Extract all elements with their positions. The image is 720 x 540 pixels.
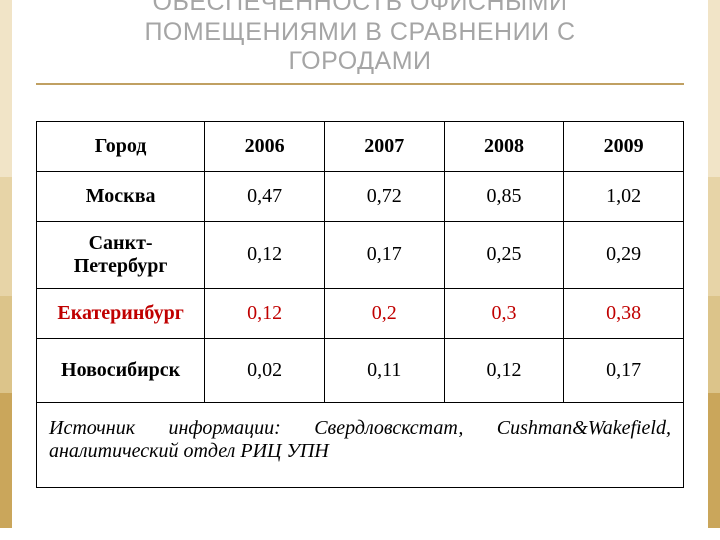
table-row: Екатеринбург0,120,20,30,38 <box>37 288 684 338</box>
city-cell: Екатеринбург <box>37 288 205 338</box>
table-row: Новосибирск0,020,110,120,17 <box>37 338 684 402</box>
right-stripe <box>708 0 720 528</box>
data-table: Город 2006 2007 2008 2009 Москва0,470,72… <box>36 121 684 488</box>
value-cell: 0,29 <box>564 221 684 288</box>
value-cell: 0,02 <box>205 338 325 402</box>
value-cell: 0,17 <box>324 221 444 288</box>
title-line: ОБЕСПЕЧЕННОСТЬ ОФИСНЫМИ <box>153 0 568 16</box>
stripe-seg <box>708 393 720 528</box>
value-cell: 0,11 <box>324 338 444 402</box>
value-cell: 0,72 <box>324 171 444 221</box>
city-cell: Санкт-Петербург <box>37 221 205 288</box>
stripe-seg <box>0 177 12 296</box>
value-cell: 0,3 <box>444 288 564 338</box>
table-header-row: Город 2006 2007 2008 2009 <box>37 121 684 171</box>
page-title: ОБЕСПЕЧЕННОСТЬ ОФИСНЫМИ ПОМЕЩЕНИЯМИ В СР… <box>0 0 720 77</box>
table-row: Москва0,470,720,851,02 <box>37 171 684 221</box>
title-line: ПОМЕЩЕНИЯМИ В СРАВНЕНИИ С <box>144 18 575 46</box>
city-cell: Москва <box>37 171 205 221</box>
data-table-wrap: Город 2006 2007 2008 2009 Москва0,470,72… <box>36 121 684 488</box>
city-cell: Новосибирск <box>37 338 205 402</box>
table-source-row: Источник информации: Свердловскстат, Cus… <box>37 402 684 487</box>
title-line: ГОРОДАМИ <box>288 47 431 75</box>
col-header: Город <box>37 121 205 171</box>
stripe-seg <box>0 393 12 528</box>
stripe-seg <box>0 0 12 177</box>
col-header: 2008 <box>444 121 564 171</box>
value-cell: 0,12 <box>205 288 325 338</box>
value-cell: 0,12 <box>444 338 564 402</box>
value-cell: 0,2 <box>324 288 444 338</box>
value-cell: 0,85 <box>444 171 564 221</box>
stripe-seg <box>708 0 720 177</box>
col-header: 2006 <box>205 121 325 171</box>
value-cell: 0,25 <box>444 221 564 288</box>
title-underline <box>36 83 684 85</box>
source-cell: Источник информации: Свердловскстат, Cus… <box>37 402 684 487</box>
col-header: 2007 <box>324 121 444 171</box>
value-cell: 1,02 <box>564 171 684 221</box>
value-cell: 0,12 <box>205 221 325 288</box>
title-text: ОБЕСПЕЧЕННОСТЬ ОФИСНЫМИ ПОМЕЩЕНИЯМИ В СР… <box>36 0 684 77</box>
col-header: 2009 <box>564 121 684 171</box>
stripe-seg <box>708 177 720 296</box>
stripe-seg <box>0 296 12 393</box>
stripe-seg <box>708 296 720 393</box>
table-row: Санкт-Петербург0,120,170,250,29 <box>37 221 684 288</box>
value-cell: 0,38 <box>564 288 684 338</box>
left-stripe <box>0 0 12 528</box>
value-cell: 0,17 <box>564 338 684 402</box>
value-cell: 0,47 <box>205 171 325 221</box>
